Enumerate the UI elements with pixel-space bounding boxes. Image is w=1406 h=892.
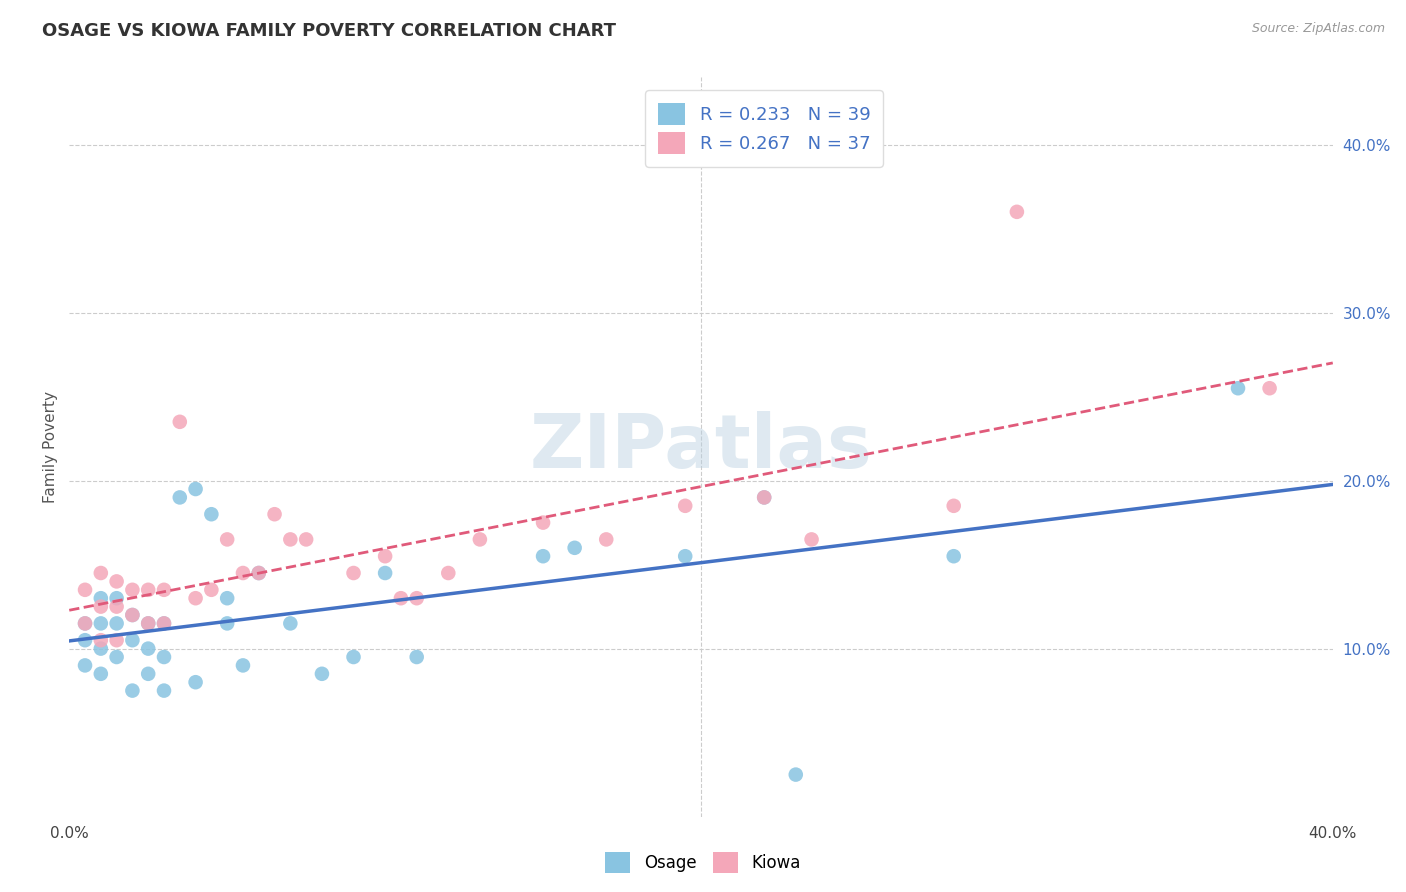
Text: OSAGE VS KIOWA FAMILY POVERTY CORRELATION CHART: OSAGE VS KIOWA FAMILY POVERTY CORRELATIO…: [42, 22, 616, 40]
Point: [531, 549, 554, 564]
Point: [184, 482, 207, 496]
Point: [247, 566, 270, 580]
Point: [105, 599, 128, 614]
Y-axis label: Family Poverty: Family Poverty: [44, 391, 58, 503]
Point: [73, 616, 96, 631]
Point: [754, 491, 776, 505]
Point: [73, 633, 96, 648]
Point: [374, 566, 396, 580]
Point: [280, 616, 302, 631]
Point: [90, 566, 112, 580]
Point: [673, 549, 696, 564]
Point: [263, 507, 285, 521]
Point: [342, 650, 364, 665]
Point: [232, 658, 254, 673]
Point: [121, 633, 143, 648]
Point: [105, 616, 128, 631]
Point: [673, 499, 696, 513]
Point: [73, 582, 96, 597]
Point: [184, 591, 207, 606]
Point: [169, 415, 191, 429]
Text: Source: ZipAtlas.com: Source: ZipAtlas.com: [1251, 22, 1385, 36]
Point: [105, 650, 128, 665]
Point: [153, 616, 176, 631]
Point: [184, 675, 207, 690]
Point: [217, 533, 239, 547]
Point: [90, 616, 112, 631]
Point: [136, 616, 159, 631]
Point: [73, 658, 96, 673]
Point: [200, 507, 222, 521]
Point: [90, 599, 112, 614]
Point: [785, 767, 807, 781]
Point: [1258, 381, 1281, 395]
Point: [136, 641, 159, 656]
Point: [90, 633, 112, 648]
Point: [942, 499, 965, 513]
Point: [153, 650, 176, 665]
Point: [105, 574, 128, 589]
Point: [800, 533, 823, 547]
Point: [217, 616, 239, 631]
Point: [311, 666, 333, 681]
Legend: Osage, Kiowa: Osage, Kiowa: [599, 846, 807, 880]
Point: [153, 683, 176, 698]
Text: ZIPatlas: ZIPatlas: [530, 410, 872, 483]
Point: [105, 633, 128, 648]
Point: [295, 533, 318, 547]
Point: [200, 582, 222, 597]
Point: [247, 566, 270, 580]
Point: [121, 582, 143, 597]
Point: [136, 666, 159, 681]
Point: [754, 491, 776, 505]
Point: [531, 516, 554, 530]
Point: [90, 666, 112, 681]
Point: [90, 591, 112, 606]
Point: [232, 566, 254, 580]
Point: [389, 591, 412, 606]
Point: [90, 641, 112, 656]
Point: [564, 541, 586, 555]
Point: [105, 591, 128, 606]
Point: [169, 491, 191, 505]
Point: [1005, 204, 1028, 219]
Point: [405, 650, 427, 665]
Point: [121, 607, 143, 622]
Point: [280, 533, 302, 547]
Point: [136, 582, 159, 597]
Point: [595, 533, 617, 547]
Point: [153, 582, 176, 597]
Point: [136, 616, 159, 631]
Point: [121, 607, 143, 622]
Point: [405, 591, 427, 606]
Point: [942, 549, 965, 564]
Point: [1227, 381, 1250, 395]
Point: [342, 566, 364, 580]
Point: [73, 616, 96, 631]
Point: [374, 549, 396, 564]
Point: [437, 566, 460, 580]
Point: [153, 616, 176, 631]
Point: [468, 533, 491, 547]
Point: [217, 591, 239, 606]
Point: [121, 683, 143, 698]
Legend: R = 0.233   N = 39, R = 0.267   N = 37: R = 0.233 N = 39, R = 0.267 N = 37: [645, 90, 883, 167]
